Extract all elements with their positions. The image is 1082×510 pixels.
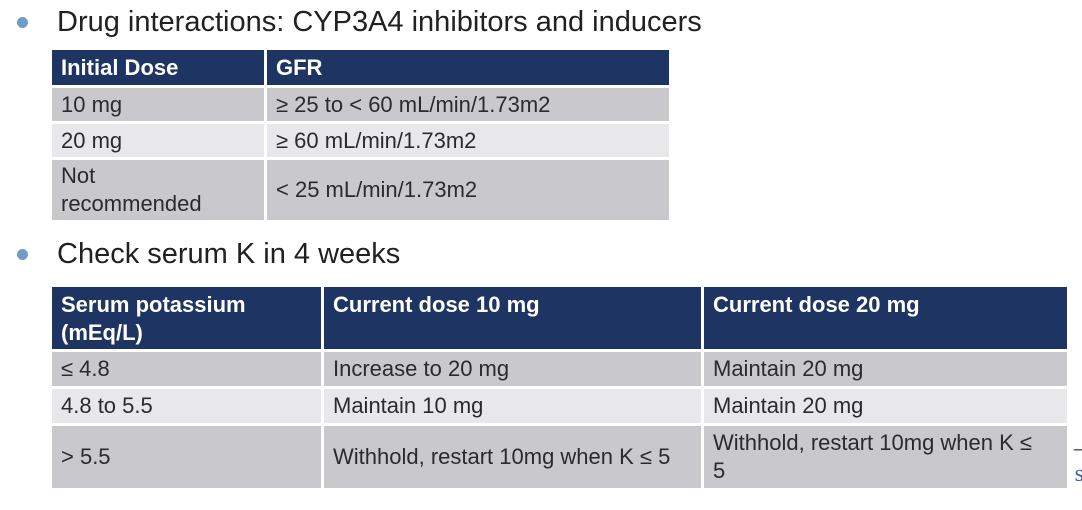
- bullet-dot-icon: [17, 249, 28, 260]
- table-cell-gfr: < 25 mL/min/1.73m2: [264, 157, 672, 223]
- column-header-current-dose-20: Current dose 20 mg: [701, 284, 1070, 352]
- table-cell-action-20mg: Maintain 20 mg: [701, 349, 1070, 389]
- bullet-check-serum-k: Check serum K in 4 weeks: [57, 238, 401, 270]
- table-cell-potassium: > 5.5: [49, 423, 324, 491]
- table-cell-dose: 10 mg: [49, 85, 267, 124]
- column-header-serum-potassium: Serum potassium (mEq/L): [49, 284, 324, 352]
- table-cell-dose: Not recommended: [49, 157, 267, 223]
- column-header-gfr: GFR: [264, 47, 672, 88]
- table-cell-gfr: ≥ 60 mL/min/1.73m2: [264, 121, 672, 160]
- table-row: 10 mg ≥ 25 to < 60 mL/min/1.73m2: [49, 85, 672, 124]
- bullet-drug-interactions: Drug interactions: CYP3A4 inhibitors and…: [57, 6, 702, 38]
- table-cell-action-10mg: Increase to 20 mg: [321, 349, 704, 389]
- table-row: 20 mg ≥ 60 mL/min/1.73m2: [49, 121, 672, 160]
- clipped-dash-fragment: –: [1074, 438, 1082, 461]
- table-cell-potassium: 4.8 to 5.5: [49, 386, 324, 426]
- table-cell-potassium: ≤ 4.8: [49, 349, 324, 389]
- table-row: ≤ 4.8 Increase to 20 mg Maintain 20 mg: [49, 349, 1070, 389]
- table-header-row: Serum potassium (mEq/L) Current dose 10 …: [49, 284, 1070, 352]
- table-header-row: Initial Dose GFR: [49, 47, 672, 88]
- potassium-titration-table: Serum potassium (mEq/L) Current dose 10 …: [49, 284, 1070, 491]
- table-cell-action-20mg: Withhold, restart 10mg when K ≤ 5: [701, 423, 1070, 491]
- table-cell-dose: 20 mg: [49, 121, 267, 160]
- table-row: > 5.5 Withhold, restart 10mg when K ≤ 5 …: [49, 423, 1070, 491]
- table-row: Not recommended < 25 mL/min/1.73m2: [49, 157, 672, 223]
- column-header-initial-dose: Initial Dose: [49, 47, 267, 88]
- clipped-text-fragment: s: [1074, 461, 1082, 487]
- table-cell-action-10mg: Maintain 10 mg: [321, 386, 704, 426]
- table-cell-gfr: ≥ 25 to < 60 mL/min/1.73m2: [264, 85, 672, 124]
- table-cell-action-10mg: Withhold, restart 10mg when K ≤ 5: [321, 423, 704, 491]
- table-row: 4.8 to 5.5 Maintain 10 mg Maintain 20 mg: [49, 386, 1070, 426]
- column-header-current-dose-10: Current dose 10 mg: [321, 284, 704, 352]
- table-cell-action-20mg: Maintain 20 mg: [701, 386, 1070, 426]
- dose-gfr-table: Initial Dose GFR 10 mg ≥ 25 to < 60 mL/m…: [49, 47, 672, 223]
- bullet-dot-icon: [17, 17, 28, 28]
